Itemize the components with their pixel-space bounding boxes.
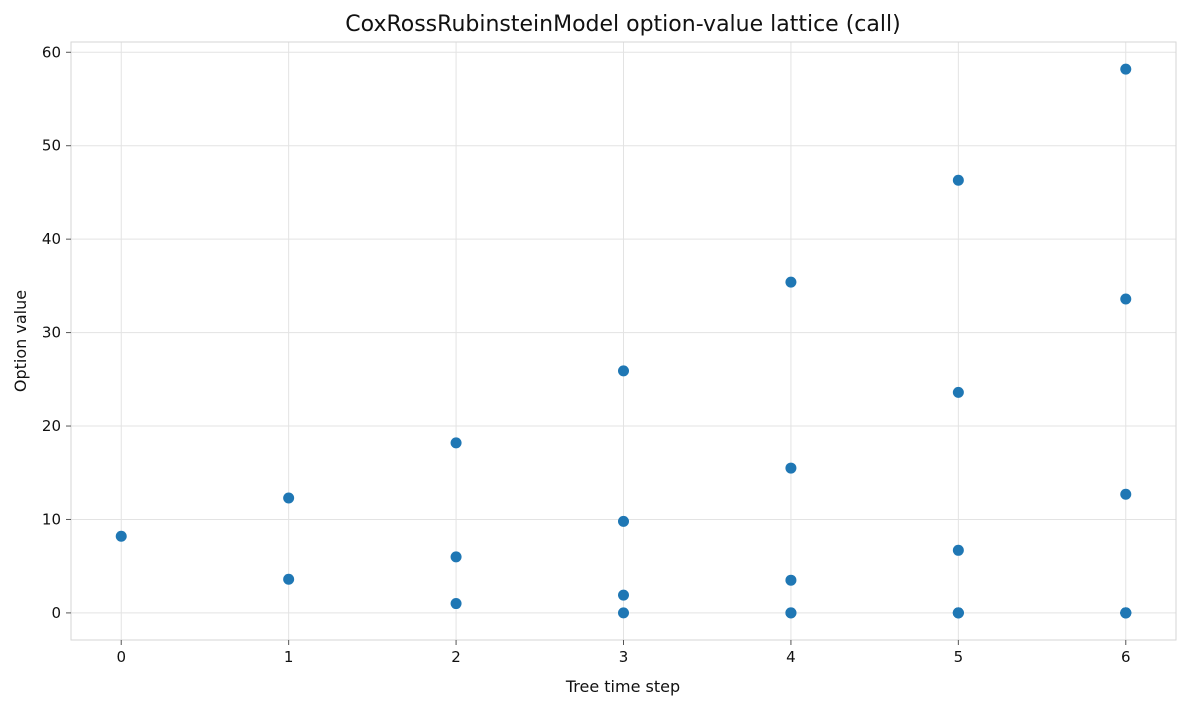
data-point [618,589,629,601]
data-point [952,386,964,398]
data-point [1120,607,1132,619]
x-axis-label: Tree time step [565,677,680,696]
data-point [283,573,295,585]
data-point [618,607,629,619]
data-point [1120,293,1132,305]
y-tick-label: 10 [42,510,61,528]
data-point [450,598,462,610]
x-tick-label: 6 [1121,648,1131,666]
y-tick-label: 60 [42,43,61,61]
x-tick-label: 3 [619,648,629,666]
data-point [618,515,629,527]
x-tick-label: 0 [116,648,126,666]
x-tick-label: 4 [786,648,796,666]
data-point [785,276,797,288]
data-points [115,63,1132,619]
y-tick-label: 20 [42,417,61,435]
data-point [1120,63,1132,75]
data-point [450,437,462,449]
data-point [785,574,797,586]
y-tick-label: 40 [42,230,61,248]
data-point [1120,488,1132,500]
data-point [450,551,462,563]
x-tick-label: 1 [284,648,294,666]
data-point [283,492,295,504]
x-tick-label: 5 [954,648,964,666]
data-point [952,544,964,556]
data-point [785,462,797,474]
y-tick-label: 30 [42,324,61,342]
data-point [785,607,797,619]
x-tick-label: 2 [451,648,461,666]
data-point [952,607,964,619]
y-tick-label: 50 [42,137,61,155]
data-point [115,530,127,542]
grid [71,42,1176,640]
y-axis-label: Option value [11,290,30,392]
chart-title: CoxRossRubinsteinModel option-value latt… [345,12,900,37]
data-point [952,174,964,186]
y-tick-label: 0 [51,604,61,622]
data-point [618,365,629,377]
